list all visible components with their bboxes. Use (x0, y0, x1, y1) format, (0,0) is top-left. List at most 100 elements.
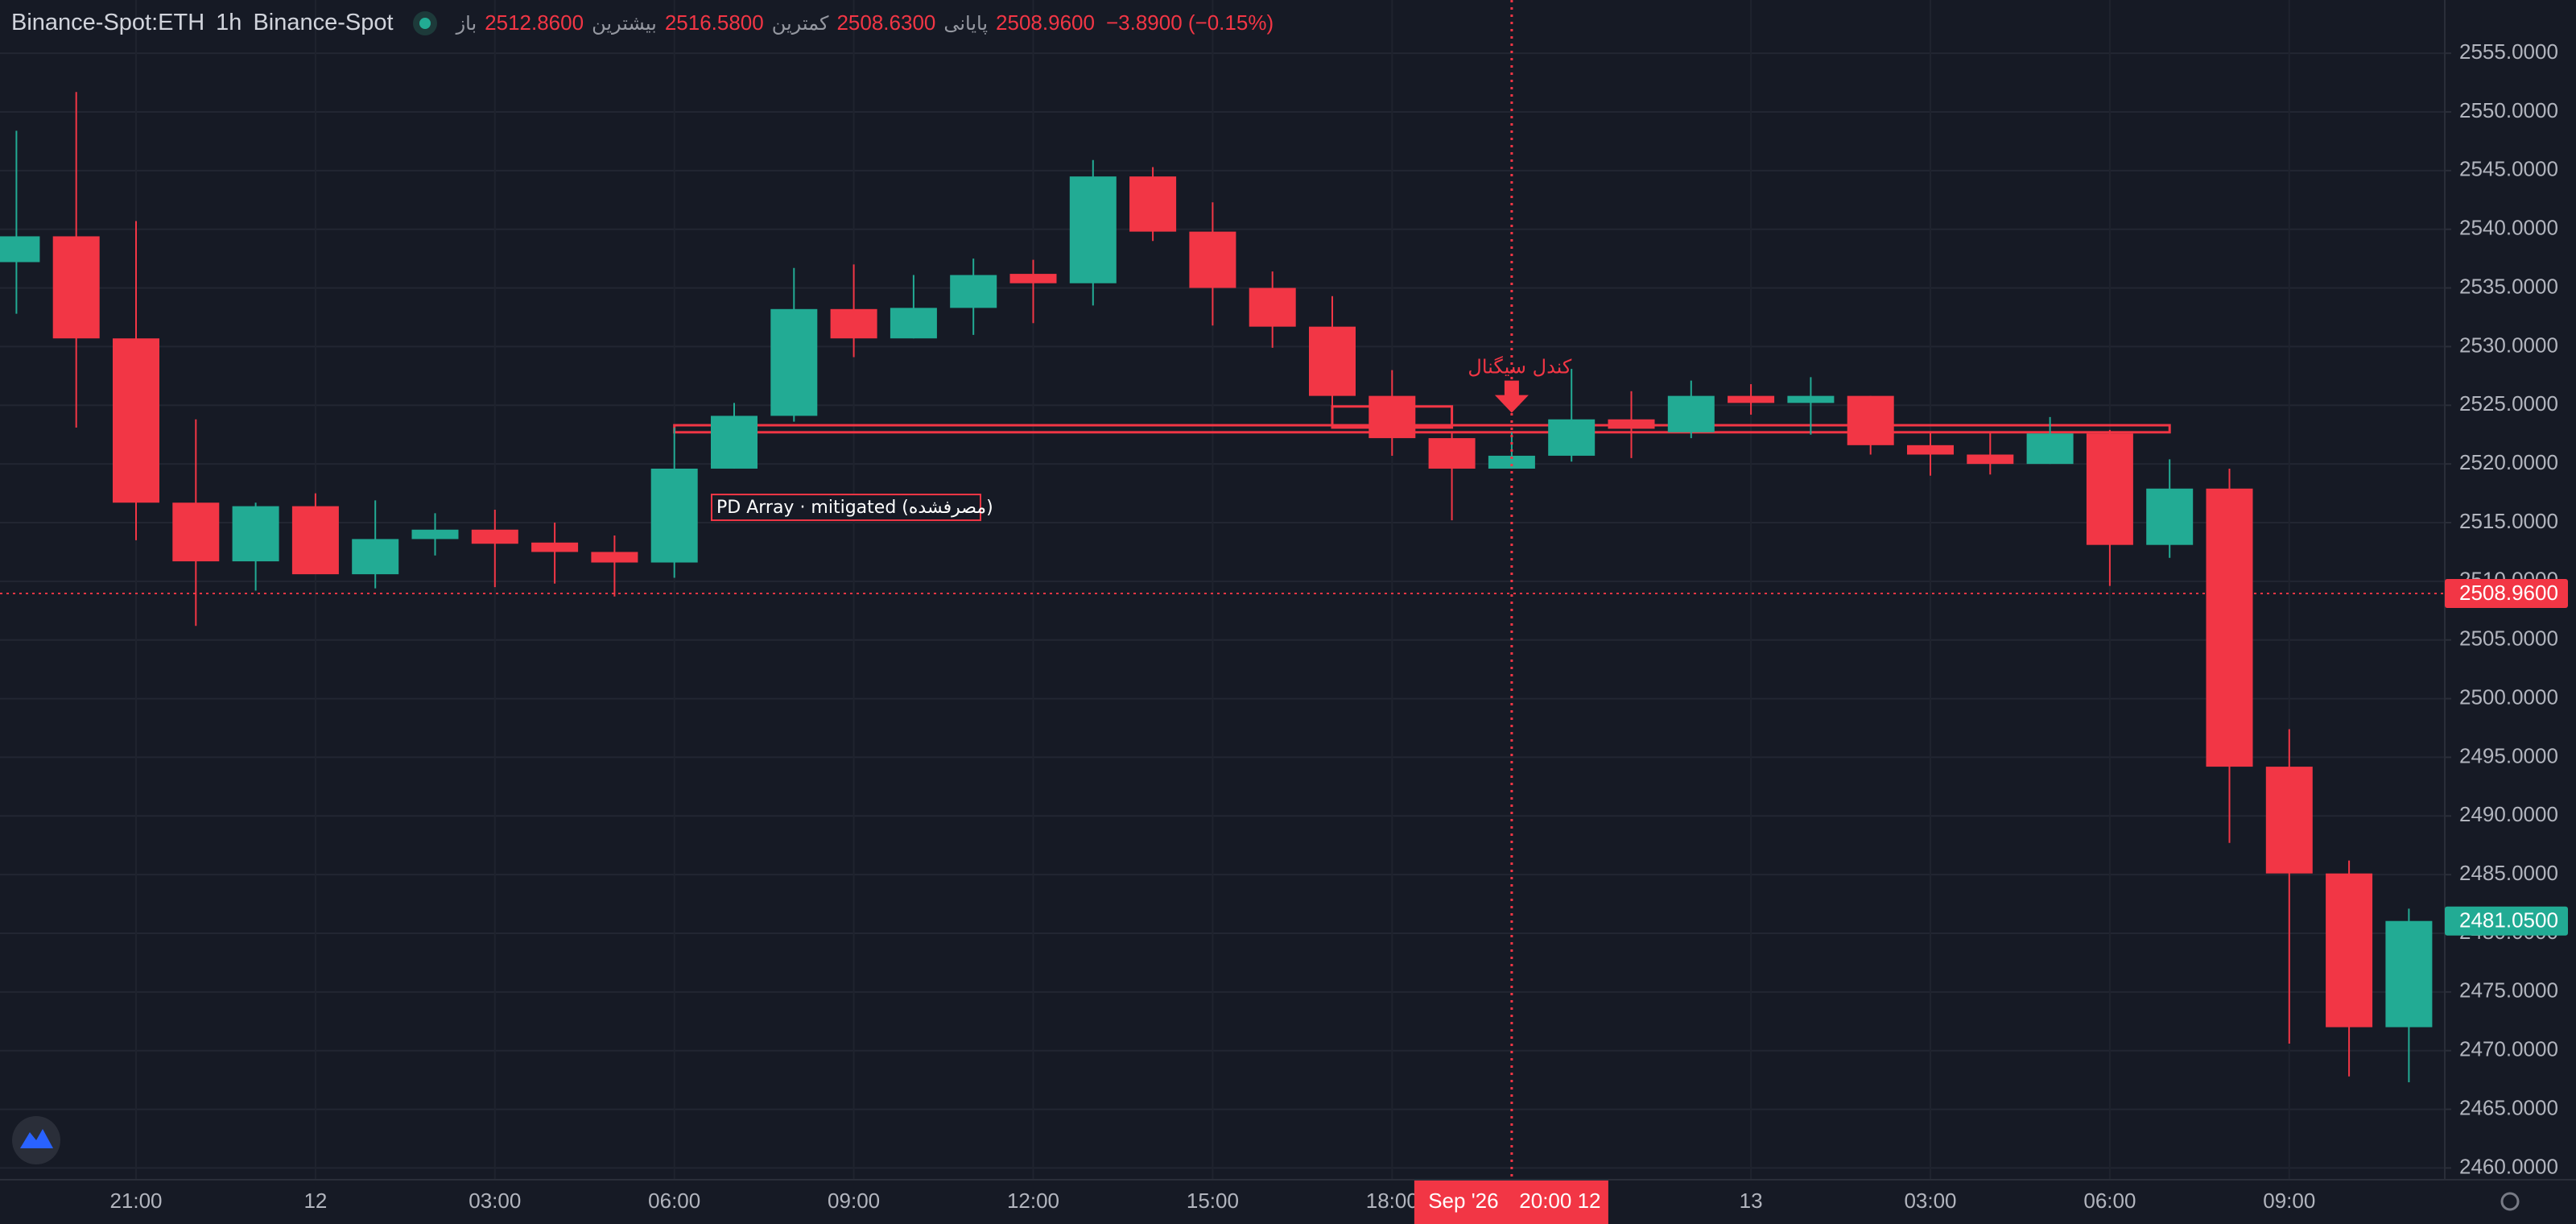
x-tick-label: 12 (303, 1189, 327, 1213)
candle-body (950, 275, 997, 308)
y-tick-label: 2490.0000 (2459, 802, 2558, 826)
x-tick-label: 06:00 (2083, 1189, 2136, 1213)
y-tick-label: 2555.0000 (2459, 39, 2558, 64)
candle-body (2206, 488, 2253, 767)
candle-body (1787, 395, 1835, 403)
candle-body (591, 552, 638, 563)
candle-body (830, 308, 877, 339)
candle-body (1428, 438, 1476, 469)
candle-body (2265, 767, 2313, 874)
axes: 2460.00002465.00002470.00002475.00002480… (109, 39, 2568, 1224)
status-dot (412, 10, 437, 35)
ohlc-label: بیشترین (592, 11, 657, 35)
candle-body (1368, 395, 1416, 439)
candle-body (890, 308, 937, 339)
y-tick-label: 2500.0000 (2459, 684, 2558, 709)
ohlc-value: 2516.5800 (664, 10, 764, 35)
ohlc-label: پایانی (943, 11, 989, 35)
candle-body (1309, 326, 1356, 396)
signal-arrow (1494, 380, 1529, 413)
candle-body (2146, 488, 2194, 545)
pd-label: PD Array · mitigated (مصرفشده) (716, 498, 993, 518)
y-tick-label: 2535.0000 (2459, 274, 2558, 298)
y-tick-label: 2520.0000 (2459, 450, 2558, 474)
candle-body (1967, 454, 2014, 465)
header: Binance-Spot:ETH 1h Binance-Spot باز 2512… (11, 10, 1274, 36)
candle-body (232, 506, 279, 562)
pd-label-box (711, 494, 981, 522)
candle-body (2326, 873, 2373, 1028)
price-label-bg (2445, 906, 2568, 936)
x-tick-label: 21:00 (109, 1189, 162, 1213)
candle-body (1847, 395, 1894, 445)
candle-body (1129, 176, 1177, 232)
candle-body (2086, 433, 2133, 545)
candle-body (1009, 274, 1057, 283)
price-label: 2508.9600 (2459, 581, 2558, 605)
signal-label: کندل سیگنال (1468, 356, 1572, 378)
y-tick-label: 2525.0000 (2459, 391, 2558, 416)
ohlc-value: 2508.9600 (996, 10, 1095, 35)
ohlc-value: 2512.8600 (485, 10, 584, 35)
price-label-bg (2445, 579, 2568, 609)
candle-body (650, 468, 698, 563)
symbol: Binance-Spot:ETH (11, 10, 205, 35)
x-tick-label: 18:00 (1366, 1189, 1418, 1213)
crosshair-label: 20:00 12 (1519, 1189, 1600, 1213)
candle-body (1249, 287, 1296, 327)
candle-body (352, 539, 399, 575)
candle-body (1189, 231, 1236, 288)
candle-body (711, 416, 758, 469)
ohlc: باز 2512.8600 بیشترین 2516.5800 کمترین 2508.6… (456, 10, 1095, 35)
y-tick-label: 2505.0000 (2459, 626, 2558, 651)
candle-body (1907, 445, 1954, 455)
candle-body (770, 308, 818, 416)
candles (0, 92, 2433, 1083)
candle-body (1728, 395, 1775, 403)
y-tick-label: 2460.0000 (2459, 1154, 2558, 1178)
x-tick-label: 09:00 (2263, 1189, 2315, 1213)
y-tick-label: 2540.0000 (2459, 216, 2558, 240)
candle-body (52, 236, 100, 339)
x-tick-label: 12:00 (1007, 1189, 1059, 1213)
x-tick-label: 09:00 (828, 1189, 880, 1213)
overlay: کندل سیگنال PD Array · mitigated (مصرفشده… (0, 0, 2445, 1180)
candle-body (471, 529, 518, 544)
logo-mark (20, 1129, 53, 1148)
candle-body (411, 529, 459, 540)
crosshair-label-bg (1414, 1181, 1608, 1224)
candle-body (172, 502, 220, 562)
candle-body (1488, 455, 1535, 469)
x-tick-label: 13 (1740, 1189, 1763, 1213)
candle-body (0, 236, 40, 263)
x-tick-label: 03:00 (469, 1189, 521, 1213)
ohlc-label: باز (456, 11, 477, 35)
y-tick-label: 2485.0000 (2459, 861, 2558, 885)
y-tick-label: 2550.0000 (2459, 98, 2558, 122)
change: −3.8900 (−0.15%) (1105, 10, 1274, 35)
crosshair-label: Sep '26 (1428, 1189, 1498, 1213)
candle-body (2385, 920, 2433, 1028)
candle-body (2026, 433, 2074, 465)
settings-icon[interactable] (2500, 1192, 2520, 1211)
candle-body (1667, 395, 1715, 432)
candle-body (1608, 419, 1655, 429)
candle-body (291, 506, 339, 575)
candle-body (1548, 419, 1596, 456)
y-tick-label: 2495.0000 (2459, 743, 2558, 767)
y-tick-label: 2465.0000 (2459, 1095, 2558, 1119)
y-tick-label: 2475.0000 (2459, 978, 2558, 1003)
ohlc-label: کمترین (771, 11, 829, 35)
y-tick-label: 2545.0000 (2459, 157, 2558, 181)
interval: 1h (216, 10, 242, 35)
x-tick-label: 03:00 (1904, 1189, 1956, 1213)
y-tick-label: 2515.0000 (2459, 509, 2558, 533)
y-tick-label: 2470.0000 (2459, 1037, 2558, 1061)
y-tick-label: 2530.0000 (2459, 333, 2558, 357)
x-tick-label: 06:00 (648, 1189, 700, 1213)
candle-body (531, 542, 579, 552)
exchange: Binance-Spot (253, 10, 394, 35)
